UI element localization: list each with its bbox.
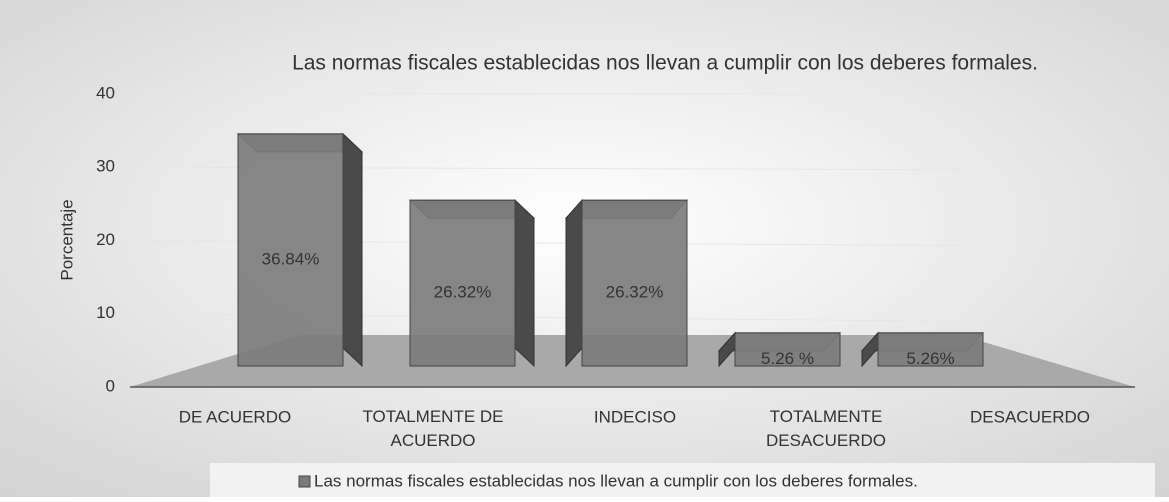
legend: [210, 463, 1155, 497]
y-tick-label: 10: [96, 303, 115, 322]
x-tick-label: TOTALMENTE DESACUERDO: [766, 407, 886, 450]
data-label: 36.84%: [262, 249, 320, 268]
legend-label: Las normas fiscales establecidas nos lle…: [314, 471, 918, 490]
x-tick-label: DESACUERDO: [970, 407, 1090, 426]
bar: [860, 331, 985, 368]
data-label: 5.26%: [906, 349, 954, 368]
bar: [236, 132, 364, 368]
x-tick-label: DE ACUERDO: [179, 407, 291, 426]
y-tick-label: 20: [96, 230, 115, 249]
bar-front: [237, 133, 344, 367]
data-label: 26.32%: [434, 283, 492, 302]
y-tick-label: 40: [96, 83, 115, 102]
legend-swatch: [298, 475, 311, 488]
y-tick-label: 30: [96, 157, 115, 176]
bar-front: [734, 332, 841, 367]
x-tick-label: TOTALMENTE DE ACUERDO: [362, 407, 503, 450]
bar-side: [342, 132, 363, 368]
bar-side: [565, 198, 583, 368]
bar: [717, 331, 842, 368]
bar-front: [581, 199, 688, 367]
bar-front: [877, 332, 984, 367]
y-axis-label: Porcentaje: [57, 199, 76, 280]
bar: [564, 198, 689, 368]
chart-title: Las normas fiscales establecidas nos lle…: [292, 52, 1038, 75]
data-label: 26.32%: [606, 283, 664, 302]
bar-front: [409, 199, 516, 367]
y-tick-label: 0: [106, 376, 115, 395]
bar-side: [514, 199, 535, 368]
bar: [408, 199, 536, 368]
data-label: 5.26 %: [761, 349, 814, 368]
x-tick-label: INDECISO: [594, 407, 676, 426]
